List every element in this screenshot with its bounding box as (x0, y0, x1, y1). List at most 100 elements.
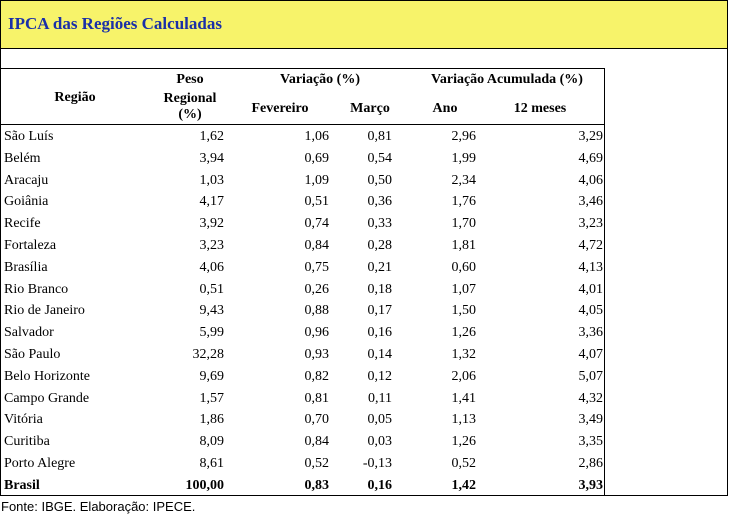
cell-regiao: Rio de Janeiro (4, 303, 85, 319)
cell-fevereiro: 0,26 (304, 281, 330, 297)
table-row: São Paulo 32,28 0,93 0,14 1,32 4,07 (1, 344, 604, 366)
cell-marco: 0,14 (367, 346, 393, 362)
cell-fevereiro: 0,69 (304, 150, 330, 166)
header-regiao: Região (54, 90, 96, 105)
cell-12-meses: 4,69 (578, 150, 604, 166)
table-row: Rio de Janeiro 9,43 0,88 0,17 1,50 4,05 (1, 300, 604, 322)
cell-ano: 1,26 (451, 325, 477, 341)
cell-regiao: Vitória (4, 412, 43, 428)
cell-12-meses: 3,35 (578, 434, 604, 450)
header-fevereiro: Fevereiro (251, 101, 309, 116)
table-row: Vitória 1,86 0,70 0,05 1,13 3,49 (1, 409, 604, 431)
cell-marco: 0,05 (367, 412, 393, 428)
cell-peso: 0,51 (199, 281, 225, 297)
cell-regiao: São Paulo (4, 346, 61, 362)
cell-marco: 0,17 (367, 303, 393, 319)
cell-12-meses: 3,36 (578, 325, 604, 341)
table-row: Belém 3,94 0,69 0,54 1,99 4,69 (1, 148, 604, 170)
header-peso-line1: Peso (176, 72, 204, 87)
cell-regiao: Porto Alegre (4, 455, 76, 471)
cell-12-meses: 3,49 (578, 412, 604, 428)
cell-fevereiro: 0,81 (304, 390, 330, 406)
cell-peso: 1,03 (199, 172, 225, 188)
cell-regiao: Brasil (4, 477, 40, 493)
cell-marco: 0,03 (367, 434, 393, 450)
table-row: Goiânia 4,17 0,51 0,36 1,76 3,46 (1, 191, 604, 213)
table-right-rule (604, 68, 605, 496)
cell-peso: 8,61 (199, 455, 225, 471)
cell-marco: -0,13 (362, 455, 392, 471)
cell-peso: 9,69 (199, 368, 225, 384)
cell-fevereiro: 1,06 (304, 129, 330, 144)
table-row: Salvador 5,99 0,96 0,16 1,26 3,36 (1, 322, 604, 344)
cell-regiao: Aracaju (4, 172, 49, 188)
cell-peso: 1,62 (199, 129, 225, 144)
cell-regiao: Curitiba (4, 434, 50, 450)
cell-marco: 0,54 (367, 150, 393, 166)
cell-fevereiro: 0,96 (304, 325, 330, 341)
table-row: Curitiba 8,09 0,84 0,03 1,26 3,35 (1, 431, 604, 453)
cell-12-meses: 4,01 (578, 281, 604, 297)
cell-ano: 1,41 (451, 390, 477, 406)
cell-fevereiro: 0,84 (304, 237, 330, 253)
cell-ano: 1,50 (451, 303, 477, 319)
cell-ano: 2,96 (451, 129, 477, 144)
cell-peso: 8,09 (199, 434, 225, 450)
cell-fevereiro: 1,09 (304, 172, 330, 188)
cell-fevereiro: 0,84 (304, 434, 330, 450)
cell-peso: 3,94 (199, 150, 225, 166)
cell-peso: 9,43 (199, 303, 225, 319)
table-row: Porto Alegre 8,61 0,52 -0,13 0,52 2,86 (1, 453, 604, 475)
table-row-total: Brasil 100,00 0,83 0,16 1,42 3,93 (1, 475, 604, 497)
cell-marco: 0,28 (367, 237, 393, 253)
cell-marco: 0,81 (367, 129, 393, 144)
table-row: Brasília 4,06 0,75 0,21 0,60 4,13 (1, 257, 604, 279)
cell-12-meses: 4,06 (578, 172, 604, 188)
table-top-rule (1, 68, 604, 69)
cell-12-meses: 3,29 (578, 129, 604, 144)
cell-regiao: Fortaleza (4, 237, 57, 253)
cell-fevereiro: 0,82 (304, 368, 330, 384)
cell-12-meses: 2,86 (578, 455, 604, 471)
header-bottom-rule (1, 124, 604, 125)
cell-peso: 4,17 (199, 194, 225, 210)
cell-12-meses: 5,07 (578, 368, 604, 384)
cell-ano: 1,42 (451, 477, 477, 493)
cell-regiao: Campo Grande (4, 390, 90, 406)
cell-12-meses: 4,05 (578, 303, 604, 319)
table-row: Belo Horizonte 9,69 0,82 0,12 2,06 5,07 (1, 366, 604, 388)
cell-peso: 4,06 (199, 259, 225, 275)
cell-marco: 0,36 (367, 194, 393, 210)
cell-peso: 3,23 (199, 237, 225, 253)
header-peso-line2: Regional (163, 91, 217, 106)
header-ano: Ano (432, 101, 458, 116)
cell-peso: 5,99 (199, 325, 225, 341)
cell-fevereiro: 0,88 (304, 303, 330, 319)
cell-fevereiro: 0,51 (304, 194, 330, 210)
cell-peso: 100,00 (185, 477, 225, 493)
cell-ano: 2,34 (451, 172, 477, 188)
cell-regiao: Rio Branco (4, 281, 69, 297)
cell-peso: 1,57 (199, 390, 225, 406)
table-frame (0, 0, 728, 496)
cell-marco: 0,50 (367, 172, 393, 188)
cell-peso: 32,28 (192, 346, 225, 362)
source-note: Fonte: IBGE. Elaboração: IPECE. (1, 499, 196, 514)
cell-12-meses: 3,23 (578, 216, 604, 232)
cell-ano: 1,76 (451, 194, 477, 210)
header-12-meses: 12 meses (513, 101, 567, 116)
title-bar: IPCA das Regiões Calculadas (1, 1, 727, 49)
cell-peso: 3,92 (199, 216, 225, 232)
cell-peso: 1,86 (199, 412, 225, 428)
cell-ano: 0,60 (451, 259, 477, 275)
cell-ano: 1,07 (451, 281, 477, 297)
header-variacao-acumulada: Variação Acumulada (%) (431, 72, 583, 87)
cell-fevereiro: 0,83 (304, 477, 330, 493)
cell-ano: 1,26 (451, 434, 477, 450)
cell-12-meses: 3,93 (578, 477, 604, 493)
cell-12-meses: 4,07 (578, 346, 604, 362)
cell-ano: 2,06 (451, 368, 477, 384)
cell-marco: 0,21 (367, 259, 393, 275)
table-row: Aracaju 1,03 1,09 0,50 2,34 4,06 (1, 170, 604, 192)
cell-12-meses: 4,72 (578, 237, 604, 253)
